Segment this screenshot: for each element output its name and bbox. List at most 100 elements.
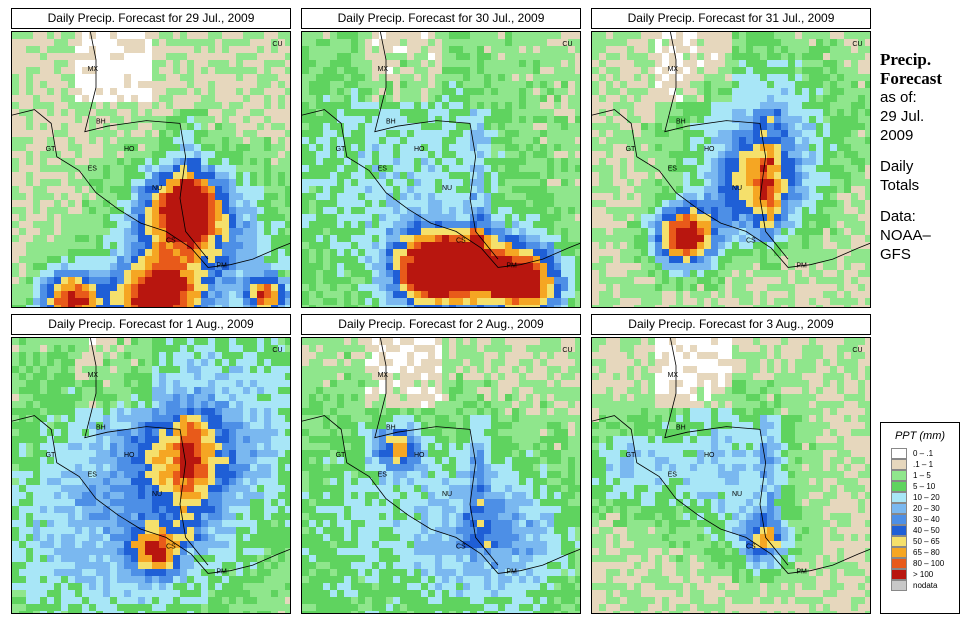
country-label: CS	[166, 238, 176, 245]
legend-item: 0 – .1	[891, 448, 959, 459]
legend-label: 5 – 10	[913, 482, 936, 491]
legend-item: 80 – 100	[891, 558, 959, 569]
precip-legend: PPT (mm) 0 – .1 .1 – 1 1 – 5 5 – 10 10 – 20 2…	[880, 422, 960, 614]
country-label: CS	[746, 544, 756, 551]
legend-title: PPT (mm)	[894, 430, 946, 442]
precip-map: MX CU BH GT HO ES NU CS PM	[591, 337, 871, 614]
precip-map: MX CU BH GT HO ES NU CS PM	[11, 337, 291, 614]
legend-item: 1 – 5	[891, 470, 959, 481]
totals-line1: Daily	[880, 158, 914, 175]
legend-label: > 100	[913, 570, 934, 579]
country-label: GT	[626, 452, 636, 459]
country-label: MX	[378, 66, 389, 73]
country-label: GT	[336, 146, 346, 153]
country-label: CS	[166, 544, 176, 551]
legend-swatch	[891, 525, 907, 536]
legend-swatch	[891, 470, 907, 481]
panel-title: Daily Precip. Forecast for 2 Aug., 2009	[301, 314, 581, 335]
legend-swatch	[891, 580, 907, 591]
country-label: GT	[46, 146, 56, 153]
precip-map: MX CU BH GT HO ES NU CS PM	[11, 31, 291, 308]
country-label: NU	[732, 185, 742, 192]
country-label: NU	[152, 491, 162, 498]
country-label: ES	[88, 166, 98, 173]
legend-label: 30 – 40	[913, 515, 940, 524]
legend-item: 5 – 10	[891, 481, 959, 492]
legend-item: .1 – 1	[891, 459, 959, 470]
country-label: MX	[378, 372, 389, 379]
panel-title: Daily Precip. Forecast for 1 Aug., 2009	[11, 314, 291, 335]
country-label: CU	[562, 347, 572, 354]
map-graphic: MX CU BH GT HO ES NU CS PM	[592, 32, 870, 307]
panel-title: Daily Precip. Forecast for 30 Jul., 2009	[301, 8, 581, 29]
map-graphic: MX CU BH GT HO ES NU CS PM	[302, 338, 580, 613]
legend-label: 80 – 100	[913, 559, 945, 568]
forecast-panel-jul29: Daily Precip. Forecast for 29 Jul., 2009…	[11, 8, 291, 308]
country-label: CU	[272, 347, 282, 354]
country-label: HO	[414, 146, 425, 153]
forecast-panel-jul30: Daily Precip. Forecast for 30 Jul., 2009…	[301, 8, 581, 308]
country-label: NU	[442, 491, 452, 498]
legend-label: .1 – 1	[913, 460, 934, 469]
figure-title-line1: Precip.	[880, 50, 932, 69]
asof-line3: 2009	[880, 127, 914, 144]
legend-swatch	[891, 503, 907, 514]
country-label: NU	[732, 491, 742, 498]
country-label: ES	[668, 472, 678, 479]
map-graphic: MX CU BH GT HO ES NU CS PM	[12, 32, 290, 307]
country-label: PM	[216, 568, 227, 575]
country-label: MX	[88, 372, 99, 379]
country-label: GT	[626, 146, 636, 153]
country-label: MX	[668, 66, 679, 73]
legend-swatch	[891, 569, 907, 580]
forecast-panel-aug3: Daily Precip. Forecast for 3 Aug., 2009 …	[591, 314, 871, 614]
country-label: BH	[96, 118, 106, 125]
panel-title: Daily Precip. Forecast for 31 Jul., 2009	[591, 8, 871, 29]
precip-map: MX CU BH GT HO ES NU CS PM	[301, 31, 581, 308]
asof-line1: as of:	[880, 89, 917, 106]
map-graphic: MX CU BH GT HO ES NU CS PM	[592, 338, 870, 613]
legend-label: 1 – 5	[913, 471, 931, 480]
data-source-line1: Data:	[880, 208, 916, 225]
country-label: NU	[152, 185, 162, 192]
legend-swatch	[891, 558, 907, 569]
country-label: BH	[676, 424, 686, 431]
figure-title-line2: Forecast	[880, 69, 942, 88]
totals-line2: Totals	[880, 177, 920, 194]
forecast-panel-aug1: Daily Precip. Forecast for 1 Aug., 2009 …	[11, 314, 291, 614]
country-label: NU	[442, 185, 452, 192]
precip-map: MX CU BH GT HO ES NU CS PM	[591, 31, 871, 308]
panel-title: Daily Precip. Forecast for 29 Jul., 2009	[11, 8, 291, 29]
legend-swatch	[891, 514, 907, 525]
legend-item: 40 – 50	[891, 525, 959, 536]
legend-swatch	[891, 547, 907, 558]
legend-swatch	[891, 536, 907, 547]
legend-label: 50 – 65	[913, 537, 940, 546]
legend-label: nodata	[913, 581, 938, 590]
country-label: GT	[46, 452, 56, 459]
country-label: PM	[506, 568, 517, 575]
forecast-panel-aug2: Daily Precip. Forecast for 2 Aug., 2009 …	[301, 314, 581, 614]
data-source-line2: NOAA–	[880, 227, 931, 244]
country-label: HO	[704, 146, 715, 153]
country-label: CU	[852, 41, 862, 48]
forecast-panel-jul31: Daily Precip. Forecast for 31 Jul., 2009…	[591, 8, 871, 308]
country-label: PM	[216, 262, 227, 269]
country-label: HO	[414, 452, 425, 459]
legend-swatch	[891, 492, 907, 503]
data-source-line3: GFS	[880, 246, 911, 263]
legend-label: 40 – 50	[913, 526, 940, 535]
country-label: CS	[746, 238, 756, 245]
country-label: CU	[272, 41, 282, 48]
country-label: CU	[852, 347, 862, 354]
country-label: HO	[704, 452, 715, 459]
asof-line2: 29 Jul.	[880, 108, 925, 125]
country-label: BH	[676, 118, 686, 125]
country-label: MX	[668, 372, 679, 379]
country-label: ES	[378, 166, 388, 173]
side-info: Precip. Forecast as of: 29 Jul. 2009 Dai…	[880, 50, 965, 264]
legend-item: nodata	[891, 580, 959, 591]
legend-item: 50 – 65	[891, 536, 959, 547]
legend-label: 10 – 20	[913, 493, 940, 502]
country-label: PM	[796, 262, 807, 269]
